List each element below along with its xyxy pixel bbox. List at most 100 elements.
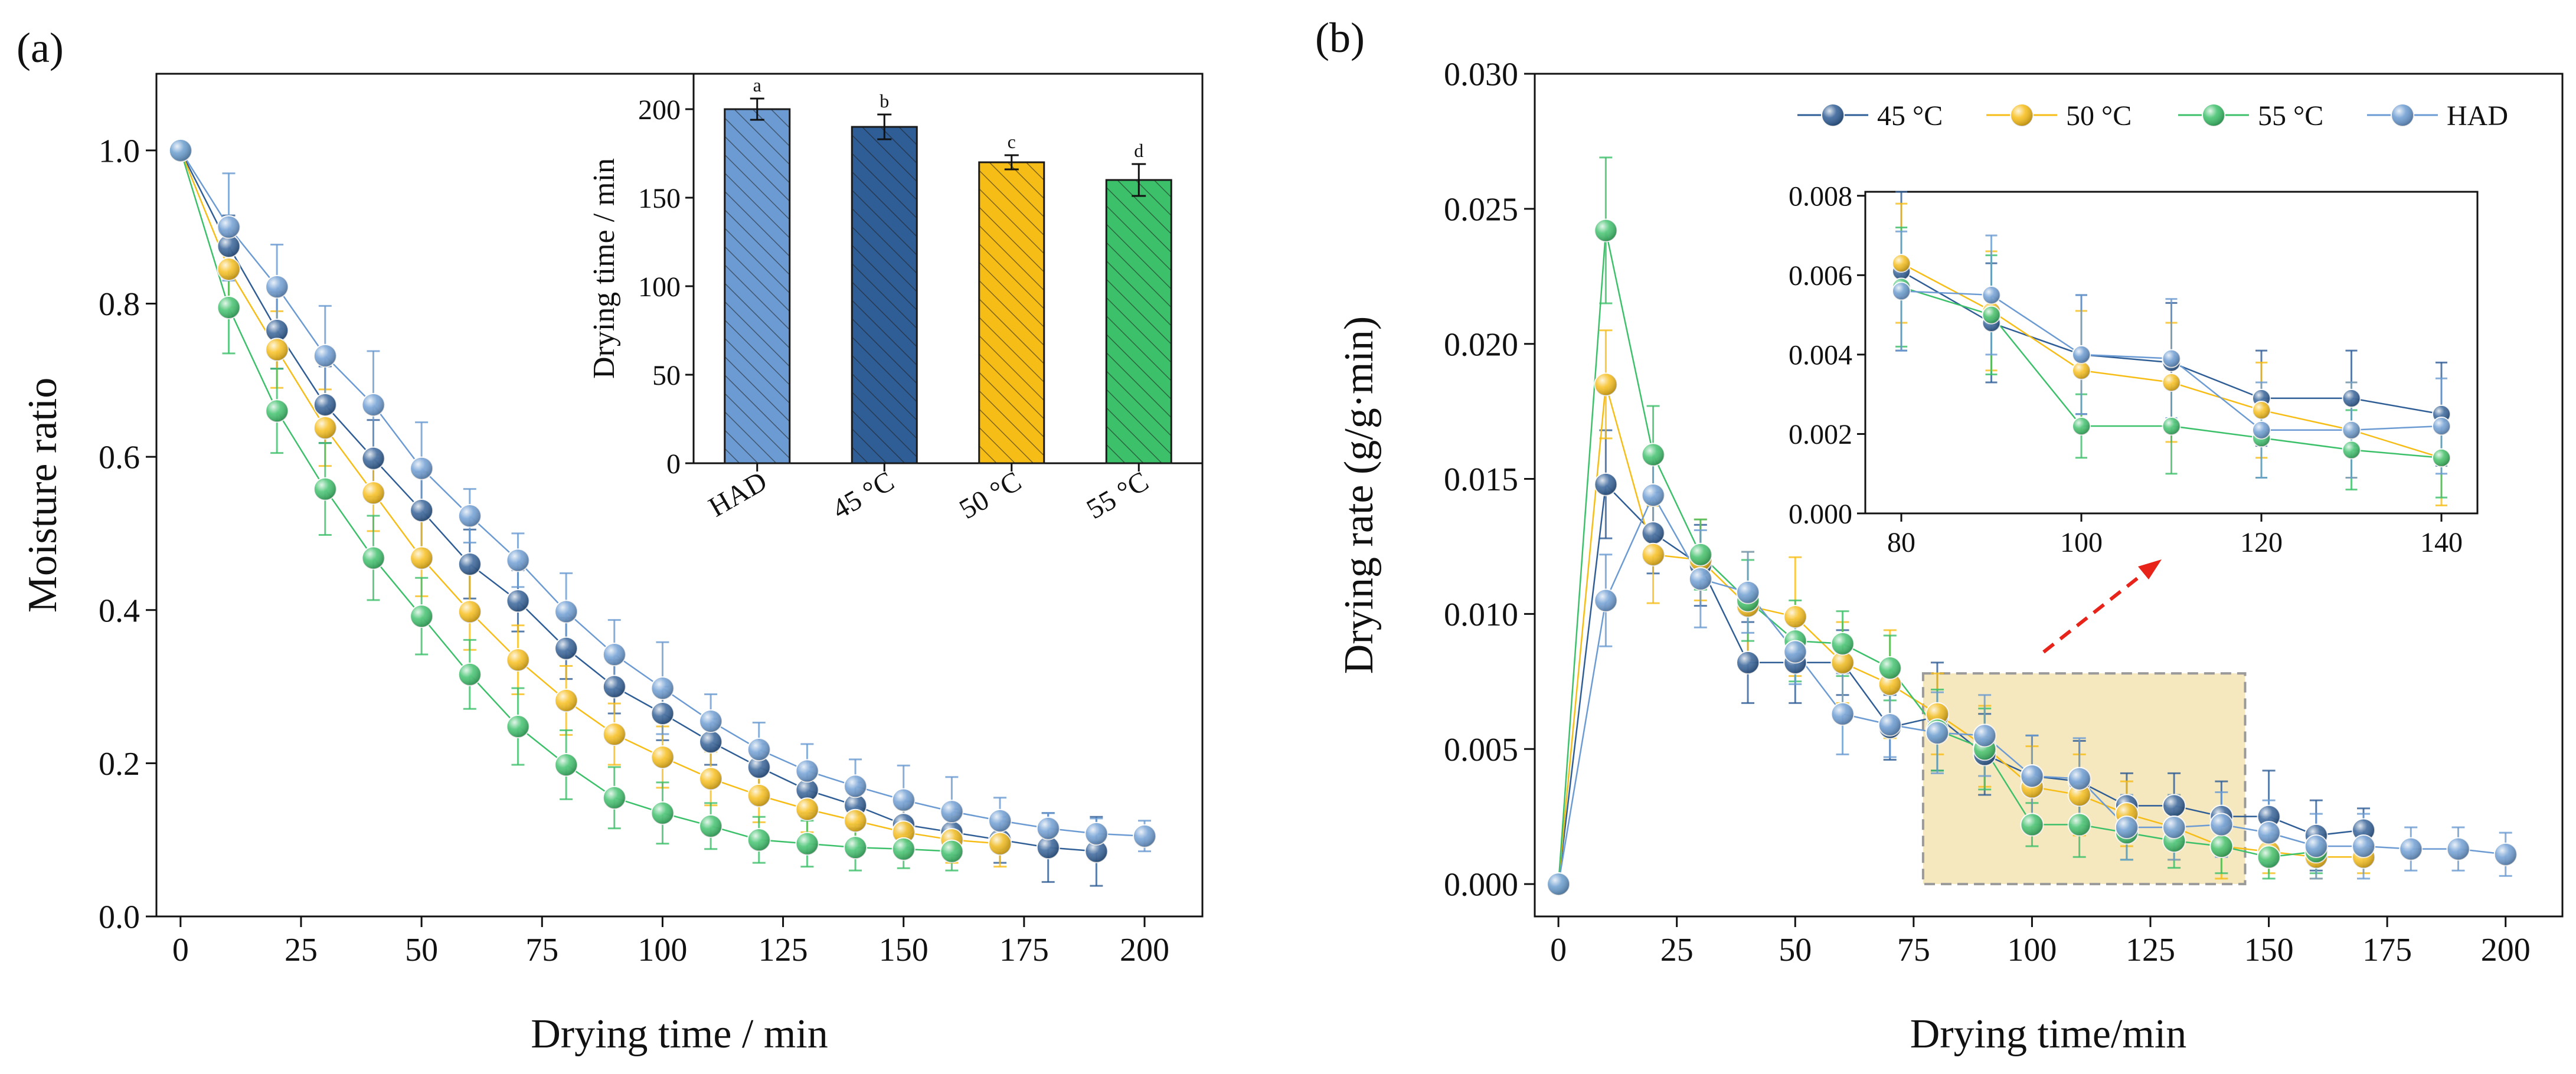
inset-a-y-tick-label: 150 [638,183,681,214]
panel-a-point-shine-55-c [747,829,770,852]
panel-b-y-tick-label: 0.005 [1444,732,1518,768]
inset-b-axes: 80 100 120 140 0.000 0.002 0.004 0.006 0.008 [1789,181,2463,558]
panel-a-point-shine-55-c [603,786,626,809]
panel-a-y-tick-label: 1.0 [99,133,140,169]
panel-a-point-shine-50-c [410,546,433,569]
inset-a-x-tick-label: 55 °C [1081,466,1154,526]
panel-a-point-shine-55-c [266,400,289,423]
panel-a-point-shine-45-c [651,702,674,725]
panel-a-point-shine-had [892,788,915,811]
panel-a-x-tick-label: 0 [172,932,189,968]
panel-b-point-shine-had [2210,813,2233,836]
inset-a-bar-hatch-had [724,109,790,463]
panel-a-point-shine-50-c [458,600,481,623]
panel-b-point-shine-had [1784,640,1807,663]
panel-b-x-tick-label: 175 [2362,932,2412,968]
panel-a-point-shine-45-c [266,319,289,342]
panel-a-point-shine-55-c [458,663,481,686]
legend-marker-shine-45-c [1822,104,1844,126]
panel-a-axes: 0 25 50 75 100 125 150 175 200 0.0 0.2 0.4 0.6 0.8 1.0 [99,133,1169,968]
panel-a-point-shine-45-c [506,590,529,613]
panel-a-x-tick-label: 200 [1120,932,1169,968]
panel-b-point-shine-45-c [1594,473,1617,496]
inset-a-content: 0 50 100 150 200 a HAD b 45 °C c 50 °C d 55 °C [638,74,1172,526]
panel-b-x-tick-label: 75 [1897,932,1930,968]
panel-a-point-shine-had [266,275,289,298]
panel-a-point-shine-45-c [699,731,723,754]
inset-a-x-tick-label: HAD [704,466,773,523]
panel-b-x-tick-label: 200 [2481,932,2531,968]
inset-b-point-shine-50-c [2253,401,2270,420]
panel-a-point-shine-50-c [266,338,289,361]
panel-b-point-shine-had [1926,721,1949,744]
panel-a-point-shine-50-c [989,832,1012,855]
panel-b-x-tick-label: 25 [1660,932,1694,968]
panel-a-point-shine-55-c [313,477,336,500]
inset-b-x-tick-label: 140 [2420,527,2463,558]
panel-a-point-shine-50-c [651,745,674,768]
panel-b-x-tick-label: 125 [2126,932,2175,968]
panel-b-point-shine-had [2352,835,2375,857]
inset-b-point-shine-had [2433,417,2450,435]
panel-a-point-shine-had [169,139,192,162]
inset-a-y-tick-label: 200 [638,94,681,126]
panel-b-point-shine-50-c [1926,702,1949,725]
panel-a-point-shine-had [313,344,336,367]
panel-a-x-tick-label: 125 [759,932,808,968]
panel-b-y-tick-label: 0.025 [1444,191,1518,228]
panel-a-point-shine-had [699,709,723,732]
panel-b-series [1547,156,2518,896]
inset-b-point-shine-had [2253,421,2270,439]
panel-b-point-shine-50-c [1594,373,1617,396]
panel-a-point-shine-55-c [844,836,867,859]
inset-a-significance-label: b [880,90,889,112]
panel-a-point-shine-50-c [313,416,336,439]
panel-b-y-tick-label: 0.000 [1444,867,1518,903]
panel-b-legend: 45 °C 50 °C 55 °C HAD [1797,100,2508,132]
panel-a-y-tick-label: 0.2 [99,746,140,782]
panel-a-x-tick-label: 150 [879,932,929,968]
panel-a-point-shine-45-c [555,637,578,660]
panel-b-point-shine-had [2494,843,2517,866]
panel-b-point-shine-had [1831,702,1854,725]
panel-a-point-shine-50-c [506,649,529,672]
panel-b-point-shine-had [2021,765,2044,787]
panel-a-point-shine-45-c [603,675,626,698]
panel-a-point-shine-55-c [796,832,819,855]
panel-b-xlabel: Drying time/min [1910,1011,2187,1057]
panel-a-point-shine-had [1085,822,1108,845]
panel-a-point-shine-had [410,457,433,480]
panel-b-point-shine-55-c [1689,543,1712,566]
panel-b-point-shine-50-c [1831,651,1854,674]
legend-label-45-c: 45 °C [1877,100,1943,132]
panel-a-point-shine-50-c [892,821,915,844]
panel-b-y-tick-label: 0.020 [1444,326,1518,363]
panel-b-point-shine-55-c [2021,813,2044,836]
panel-b-point-shine-had [1594,589,1617,612]
legend-label-50-c: 50 °C [2066,100,2132,132]
panel-a-point-shine-55-c [940,840,963,863]
panel-a-point-shine-55-c [362,546,385,569]
panel-b-point-shine-had [1547,873,1570,896]
inset-b-point-shine-had [2342,421,2361,439]
panel-b-frame [1534,73,2564,918]
panel-a-series [168,138,1157,887]
inset-b-point-shine-had [2072,345,2090,364]
panel-a-point-shine-55-c [217,296,240,319]
legend-marker-shine-55-c [2202,104,2225,126]
legend-label-had: HAD [2447,100,2508,132]
inset-b-point-shine-had [1892,282,1910,300]
panel-a-point-shine-had [603,643,626,666]
panel-a-ylabel: Moisture ratio [20,378,66,613]
panel-b-point-shine-55-c [2068,813,2091,836]
inset-a-significance-label: a [753,74,761,96]
panel-b-ylabel: Drying rate (g/g·min) [1336,316,1382,674]
panel-b-point-shine-had [1689,567,1712,590]
panel-b-x-tick-label: 150 [2244,932,2294,968]
panel-b-point-shine-45-c [2163,794,2186,817]
panel-a-point-shine-had [555,600,578,623]
inset-b-point-shine-55-c [1982,306,2000,324]
panel-b-point-shine-55-c [2257,846,2280,869]
panel-a-point-shine-had [940,800,963,823]
